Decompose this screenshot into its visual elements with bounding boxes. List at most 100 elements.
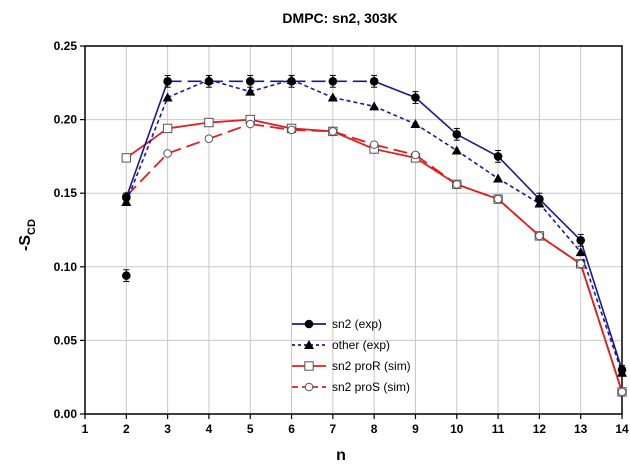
series-line-segment [332,96,375,108]
series-line-segment [125,81,169,198]
data-point [617,387,627,397]
data-point [451,145,462,155]
series-line-segment [125,97,169,203]
data-point [121,153,132,163]
data-point [163,149,172,158]
x-tick-label: 7 [330,422,337,436]
series-line-segment [497,155,540,200]
series-line-segment [291,129,333,133]
x-tick-label: 4 [206,422,213,436]
data-point [369,77,379,86]
series-line-segment [456,149,499,180]
legend-item: other (exp) [292,338,390,352]
data-point [617,365,627,375]
x-tick-label: 11 [492,422,505,436]
series-line-segment [538,198,582,241]
x-tick-label: 3 [164,422,171,436]
data-point [411,93,420,102]
data-point [328,127,338,136]
data-point [122,271,131,280]
y-tick-label: 0.20 [54,113,78,127]
data-point [328,77,338,86]
series-line-segment [579,263,623,393]
data-point [287,125,296,135]
series-line-segment [579,240,623,371]
data-point [411,150,420,160]
legend-item: sn2 proR (sim) [292,359,411,373]
data-point [287,77,296,86]
data-point [493,194,503,204]
data-point [245,119,255,129]
data-point [204,117,214,128]
legend-label: other (exp) [332,338,390,352]
data-point [122,193,131,202]
legend-marker [304,340,314,349]
series-line-segment [373,105,416,125]
y-axis-title-main: -S [17,235,34,251]
series-line-segment [497,198,540,237]
y-tick-label: 0.15 [54,186,78,200]
data-point [327,92,338,102]
legend-marker [304,382,314,392]
data-point [493,173,504,183]
legend-marker [304,361,314,371]
series-line-segment [167,79,210,99]
data-point [245,77,255,86]
series-line-segment [414,154,458,186]
x-tick-label: 10 [450,422,464,436]
legend-item: sn2 proS (sim) [292,380,410,394]
series-1 [122,269,131,283]
series-line-segment [208,123,251,140]
data-point [452,180,462,189]
series-line-segment [456,133,499,158]
chart-title: DMPC: sn2, 303K [282,10,397,26]
series-line-segment [538,202,582,253]
x-tick-label: 6 [288,422,295,436]
data-point [162,92,173,102]
series-line-segment [167,121,210,130]
y-tick-label: 0.10 [54,260,78,274]
series-line-segment [414,96,458,135]
plot-frame [84,45,623,415]
legend-label: sn2 proS (sim) [332,380,410,394]
data-point [163,77,172,86]
y-tick-label: 0.25 [54,39,78,53]
series-line-segment [250,118,292,130]
legend: sn2 (exp) other (exp) sn2 proR (sim) sn2 pr… [292,317,411,394]
series-line-segment [497,177,540,205]
legend-label: sn2 (exp) [332,317,382,331]
x-tick-label: 1 [82,422,89,436]
x-tick-label: 12 [533,422,547,436]
y-tick-label: 0.05 [54,333,78,347]
data-point [245,86,256,96]
series-line-segment [332,130,375,146]
series-line-segment [125,127,169,159]
x-tick-label: 14 [615,422,629,436]
data-point [535,194,544,204]
series-line-segment [125,152,169,197]
series-line-segment [167,137,210,155]
data-point [452,130,462,139]
x-tick-label: 2 [123,422,130,436]
x-axis-title: n [336,447,346,464]
series-line-segment [373,143,416,156]
data-point [493,152,503,161]
series-line-segment [250,123,292,131]
x-tick-label: 5 [247,422,254,436]
series-line-segment [250,79,292,93]
series-2 [121,74,627,377]
series-line-segment [373,148,416,159]
legend-item: sn2 (exp) [292,317,382,331]
x-tick-label: 13 [574,422,588,436]
x-tick-label: 9 [412,422,419,436]
axes: 1 2 3 4 5 6 7 8 9 10 11 12 13 140.000.050.100.150.200… [54,39,629,436]
data-point [576,259,585,269]
series-4 [122,119,627,397]
data-point [535,231,544,241]
data-point [204,134,214,144]
series-line-segment [208,118,251,124]
series-line-segment [373,80,416,99]
y-axis-title: -SCD [17,219,38,251]
